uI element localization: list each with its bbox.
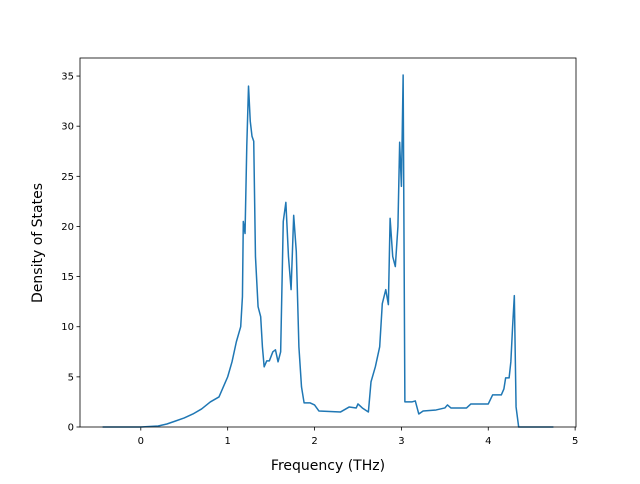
y-tick-label: 35 <box>61 72 74 83</box>
y-tick-label: 15 <box>61 272 74 283</box>
axes-frame <box>79 57 577 428</box>
line <box>102 74 554 428</box>
y-tick-label: 25 <box>61 172 74 183</box>
x-tick-label: 0 <box>138 436 144 447</box>
y-tick-label: 20 <box>61 222 74 233</box>
x-tick-label: 3 <box>398 436 404 447</box>
y-tick-label: 0 <box>68 423 74 434</box>
x-axis-label: Frequency (THz) <box>271 458 385 474</box>
y-axis-label: Density of States <box>30 183 46 303</box>
x-tick-label: 4 <box>485 436 491 447</box>
x-tick-label: 2 <box>311 436 317 447</box>
x-tick-label: 1 <box>224 436 230 447</box>
y-tick-label: 5 <box>68 372 74 383</box>
y-tick-label: 10 <box>61 322 74 333</box>
x-tick-label: 5 <box>572 436 578 447</box>
y-tick-label: 30 <box>61 122 74 133</box>
